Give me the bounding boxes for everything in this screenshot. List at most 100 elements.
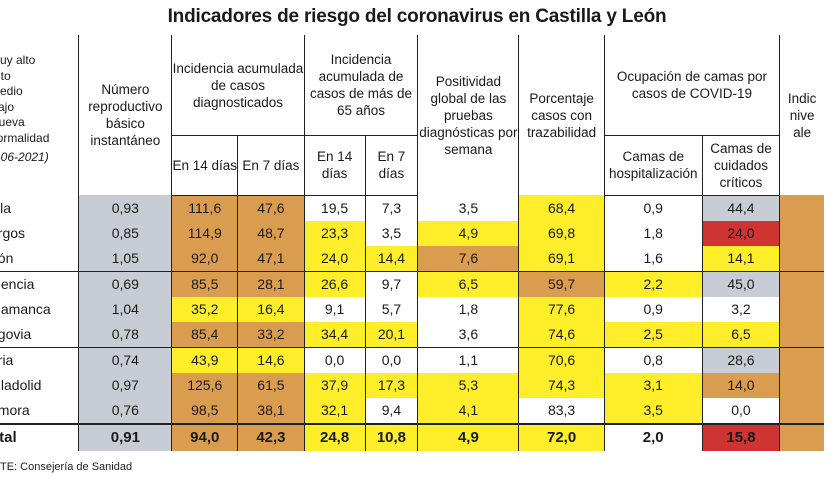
table-cell: 38,1 <box>237 397 305 424</box>
table-cell: 3,6 <box>417 321 519 347</box>
legend-item: Alto <box>0 68 11 83</box>
table-cell: 26,6 <box>303 270 366 297</box>
cell-nivel-alerta <box>779 372 824 398</box>
table-cell: 61,5 <box>237 372 305 398</box>
table-cell: 114,9 <box>171 220 238 246</box>
table-cell: 7,3 <box>364 195 418 221</box>
table-cell: 24,8 <box>303 422 366 451</box>
table-cell: 24,0 <box>303 245 366 271</box>
table-cell: 3,5 <box>603 397 703 424</box>
header-nivel-alerta: Indic nive ale <box>779 35 824 195</box>
table-cell: 74,6 <box>518 321 605 347</box>
header-camas-hospitalizacion: Camas de hospitalización <box>603 135 703 196</box>
table-cell: 4,9 <box>417 220 519 246</box>
province-name: alladolid <box>0 377 42 393</box>
table-cell: 0,97 <box>78 372 172 398</box>
table-cell: 0,91 <box>78 422 172 451</box>
risk-table-container: Muy alto Alto Medio Bajo Nueva normalida… <box>0 35 834 455</box>
table-cell: 14,1 <box>701 245 780 271</box>
table-cell: 17,3 <box>364 372 418 398</box>
table-cell: 72,0 <box>518 422 605 451</box>
table-cell: 94,0 <box>171 422 238 451</box>
cell-nivel-alerta <box>779 195 824 221</box>
table-cell: 44,4 <box>701 195 780 221</box>
table-cell: 0,93 <box>78 195 172 221</box>
table-cell: 3,2 <box>701 296 780 322</box>
risk-indicators-table: Muy alto Alto Medio Bajo Nueva normalida… <box>0 35 824 451</box>
table-cell: 42,3 <box>237 422 305 451</box>
table-cell: 14,4 <box>364 245 418 271</box>
header-ocupacion: Ocupación de camas por casos de COVID-19 <box>603 35 780 136</box>
table-cell: 77,6 <box>518 296 605 322</box>
table-cell: 14,6 <box>237 346 305 373</box>
table-cell: 0,76 <box>78 397 172 424</box>
table-cell: 125,6 <box>171 372 238 398</box>
table-cell: 85,5 <box>171 270 238 297</box>
table-cell: 6,5 <box>701 321 780 347</box>
table-cell: 3,5 <box>417 195 519 221</box>
table-cell: 69,8 <box>518 220 605 246</box>
table-cell: 23,3 <box>303 220 366 246</box>
table-cell: 83,3 <box>518 397 605 424</box>
table-cell: 92,0 <box>171 245 238 271</box>
header-positividad: Positividad global de las pruebas diagnó… <box>417 35 519 195</box>
table-cell: 28,6 <box>701 346 780 373</box>
province-name: otal <box>0 422 79 451</box>
table-cell: 34,4 <box>303 321 366 347</box>
table-cell: 33,2 <box>237 321 305 347</box>
table-cell: 24,0 <box>701 220 780 246</box>
table-cell: 5,3 <box>417 372 519 398</box>
table-cell: 0,9 <box>603 296 703 322</box>
cell-nivel-alerta <box>779 296 824 322</box>
table-cell: 0,78 <box>78 321 172 347</box>
table-cell: 0,0 <box>303 346 366 373</box>
table-cell: 48,7 <box>237 220 305 246</box>
legend-item: Medio <box>0 84 23 98</box>
table-cell: 10,8 <box>364 422 418 451</box>
cell-nivel-alerta <box>779 245 824 271</box>
legend-item: Muy alto <box>0 53 36 67</box>
table-cell: 0,9 <box>603 195 703 221</box>
cell-nivel-alerta <box>779 220 824 246</box>
province-name: amora <box>0 402 30 418</box>
table-cell: 28,1 <box>237 270 305 297</box>
page-title: Indicadores de riesgo del coronavirus en… <box>167 6 667 27</box>
table-cell: 111,6 <box>171 195 238 221</box>
table-cell: 5,7 <box>364 296 418 322</box>
table-cell: 0,8 <box>603 346 703 373</box>
cell-nivel-alerta <box>779 346 824 373</box>
table-cell: 7,6 <box>417 245 519 271</box>
table-cell: 45,0 <box>701 270 780 297</box>
province-name: urgos <box>0 225 26 241</box>
table-cell: 14,0 <box>701 372 780 398</box>
header-reproductivo: Número reproductivo básico instantáneo <box>78 35 172 195</box>
table-cell: 70,6 <box>518 346 605 373</box>
province-name: alencia <box>0 270 79 297</box>
header-incidencia-65: Incidencia acumulada de casos de más de … <box>303 35 418 136</box>
legend-item: Bajo <box>0 99 15 114</box>
table-cell: 4,9 <box>417 422 519 451</box>
table-cell: 6,5 <box>417 270 519 297</box>
table-cell: 19,5 <box>303 195 366 221</box>
table-row: alladolid 0,97125,661,537,917,35,374,33,1… <box>0 372 824 398</box>
table-cell: 20,1 <box>364 321 418 347</box>
table-cell: 16,4 <box>237 296 305 322</box>
table-cell: 2,5 <box>603 321 703 347</box>
table-cell: 47,1 <box>237 245 305 271</box>
province-name: eón <box>0 250 14 266</box>
table-cell: 9,1 <box>303 296 366 322</box>
source-note: TE: Consejería de Sanidad <box>0 461 133 473</box>
table-cell: 43,9 <box>171 346 238 373</box>
table-cell: 69,1 <box>518 245 605 271</box>
legend-item: Nueva <box>0 115 25 129</box>
table-cell: 15,8 <box>701 422 780 451</box>
cell-nivel-alerta <box>779 397 824 424</box>
table-cell: 0,85 <box>78 220 172 246</box>
